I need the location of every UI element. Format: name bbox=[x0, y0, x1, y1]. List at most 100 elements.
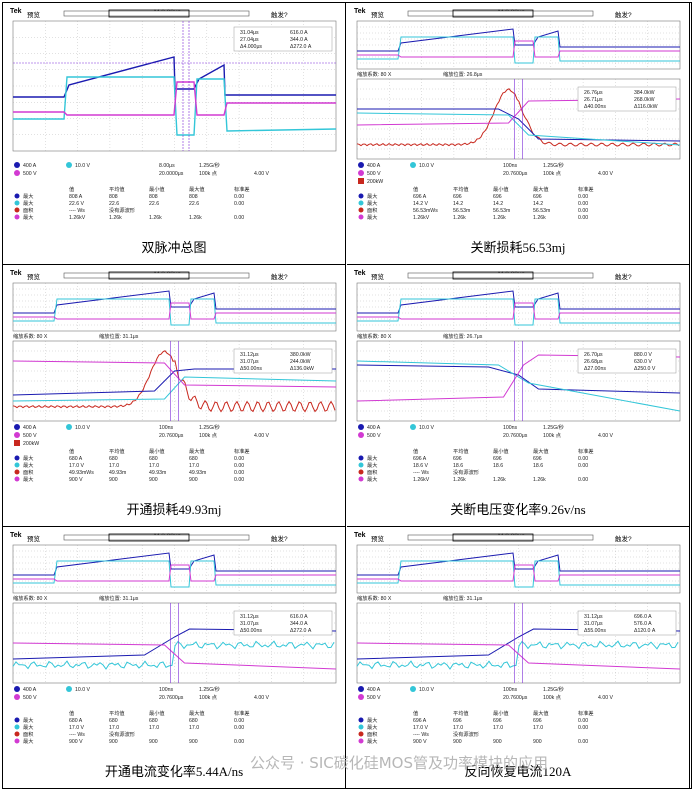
record-window bbox=[452, 9, 534, 18]
trigger-status: 触发? bbox=[615, 12, 632, 19]
trigger-level: 4.00 V bbox=[254, 695, 270, 701]
trigger-status: 触发? bbox=[271, 12, 288, 19]
ch1-zoom bbox=[356, 364, 681, 394]
ch2-scale: 10.0 V bbox=[419, 425, 435, 431]
measurement-source-badge bbox=[14, 738, 20, 744]
table-header: 平均值 bbox=[109, 447, 125, 455]
table-header: 标准差 bbox=[578, 185, 594, 193]
measurement-value: 17.0 V bbox=[413, 725, 429, 731]
table-header: 平均值 bbox=[453, 447, 469, 455]
measurement-value: 900 V bbox=[413, 739, 427, 745]
mode-label: 预览 bbox=[27, 536, 40, 543]
record-window bbox=[108, 9, 190, 18]
measurement-value: 0.00 bbox=[234, 456, 244, 462]
measurement-value: 696 A bbox=[413, 456, 427, 462]
measurement-type: 最大 bbox=[367, 192, 377, 200]
measurement-value: 18.6 bbox=[493, 463, 503, 469]
measurement-value: 17.0 bbox=[109, 463, 119, 469]
measurement-type: 最大 bbox=[367, 475, 377, 483]
measurement-source-badge bbox=[358, 738, 364, 744]
measurement-type: 最大 bbox=[23, 716, 33, 724]
record-bar bbox=[407, 272, 594, 279]
trigger-level: 4.00 V bbox=[598, 695, 614, 701]
measurement-type: 最大 bbox=[23, 461, 33, 469]
panel-caption: 开通电流变化率5.44A/ns bbox=[104, 764, 244, 779]
ch2-overview bbox=[357, 560, 680, 588]
scope-waveform: 缩放系数: 80 X 缩放位置: 26.7μs 26.70μs 880.0 V 26.6… bbox=[356, 271, 681, 483]
table-header: 平均值 bbox=[453, 709, 469, 717]
record-window bbox=[108, 533, 190, 542]
cursor-b-value: 344.0 A bbox=[290, 621, 308, 627]
measurement-value: 900 bbox=[109, 739, 118, 745]
cursor-readout bbox=[233, 26, 333, 52]
zoom-factor: 缩放系数: 80 X bbox=[357, 332, 392, 340]
ch2-badge bbox=[66, 162, 72, 168]
ch1-badge bbox=[358, 162, 364, 168]
ch2-zoom bbox=[356, 640, 679, 670]
ch3-scale: 500 V bbox=[367, 695, 381, 701]
measurement-value: 900 bbox=[533, 739, 542, 745]
measurement-value: 0.00 bbox=[234, 470, 244, 476]
trigger-position: 20.7600μs bbox=[503, 695, 528, 701]
measurement-value: 808 bbox=[149, 194, 158, 200]
measurement-value: 0.00 bbox=[578, 463, 588, 469]
measurement-value: 1.26k bbox=[493, 477, 506, 483]
ch2-overview bbox=[357, 298, 680, 326]
table-header: 值 bbox=[413, 709, 418, 717]
record-length: 100k 点 bbox=[543, 694, 561, 701]
measurement-value: ---- Ws bbox=[69, 208, 85, 214]
cursor-b-time: 26.68μs bbox=[584, 359, 603, 365]
table-header: 最大值 bbox=[189, 709, 205, 717]
measurement-value: 696 bbox=[533, 718, 542, 724]
sample-rate: 1.25G/秒 bbox=[199, 161, 220, 169]
cursor-delta-value: Δ136.0kW bbox=[290, 366, 314, 372]
table-header: 值 bbox=[69, 185, 74, 193]
ch2-scale: 10.0 V bbox=[75, 425, 91, 431]
measurement-value: 56.53mWs bbox=[413, 208, 438, 214]
measurement-type: 面积 bbox=[367, 207, 377, 214]
measurement-value: 0.00 bbox=[234, 725, 244, 731]
trigger-position: 20.7600μs bbox=[159, 433, 184, 439]
zoom-position: 缩放位置: 31.1μs bbox=[99, 594, 139, 602]
measurement-type: 最大 bbox=[367, 199, 377, 207]
math-scale: 200kW bbox=[367, 179, 383, 185]
horizontal-scale: 100ns bbox=[503, 163, 518, 169]
ch2-overview bbox=[357, 36, 680, 64]
horizontal-scale: 100ns bbox=[159, 425, 174, 431]
cursor-delta-time: Δ4.000μs bbox=[240, 44, 262, 50]
cursor-readout bbox=[577, 86, 677, 112]
measurement-value: 49.93m bbox=[109, 470, 126, 476]
ch1-scale: 400 A bbox=[23, 687, 37, 693]
measurement-value: ---- Ws bbox=[69, 732, 85, 738]
ch1-scale: 400 A bbox=[367, 425, 381, 431]
cursor-a-time: 31.04μs bbox=[240, 30, 259, 36]
measurement-value: 1.26k bbox=[453, 477, 466, 483]
measurement-value: 900 bbox=[189, 739, 198, 745]
zoom-position: 缩放位置: 31.1μs bbox=[443, 594, 483, 602]
tek-logo: Tek bbox=[10, 8, 22, 15]
measurement-value: 没有源波形 bbox=[109, 206, 136, 214]
table-header: 最小值 bbox=[149, 447, 165, 455]
measurement-value: 680 bbox=[149, 456, 158, 462]
scope-waveform: 缩放系数: 80 X 缩放位置: 31.1μs 31.12μs 616.0 A 31.0… bbox=[12, 533, 337, 745]
zoom-position: 缩放位置: 31.1μs bbox=[99, 332, 139, 340]
measurement-value: 696 bbox=[493, 456, 502, 462]
tek-logo: Tek bbox=[10, 270, 22, 277]
measurement-value: 0.00 bbox=[234, 194, 244, 200]
trigger-level: 4.00 V bbox=[254, 433, 270, 439]
measurement-value: 17.0 V bbox=[69, 725, 85, 731]
measurement-value: 680 bbox=[149, 718, 158, 724]
panel-caption: 关断电压变化率9.26v/ns bbox=[450, 502, 586, 517]
measurement-source-badge bbox=[14, 476, 20, 482]
cursor-a-value: 380.0kW bbox=[290, 352, 311, 358]
cursor-delta-time: Δ27.00ns bbox=[584, 366, 606, 372]
scope-waveform: 31.04μs 616.0 A 27.04μs 344.0 A Δ4.000μs Δ272… bbox=[12, 9, 337, 221]
ch2-overview bbox=[13, 298, 336, 326]
measurement-type: 最大 bbox=[23, 213, 33, 221]
measurement-value: 18.6 V bbox=[413, 463, 429, 469]
